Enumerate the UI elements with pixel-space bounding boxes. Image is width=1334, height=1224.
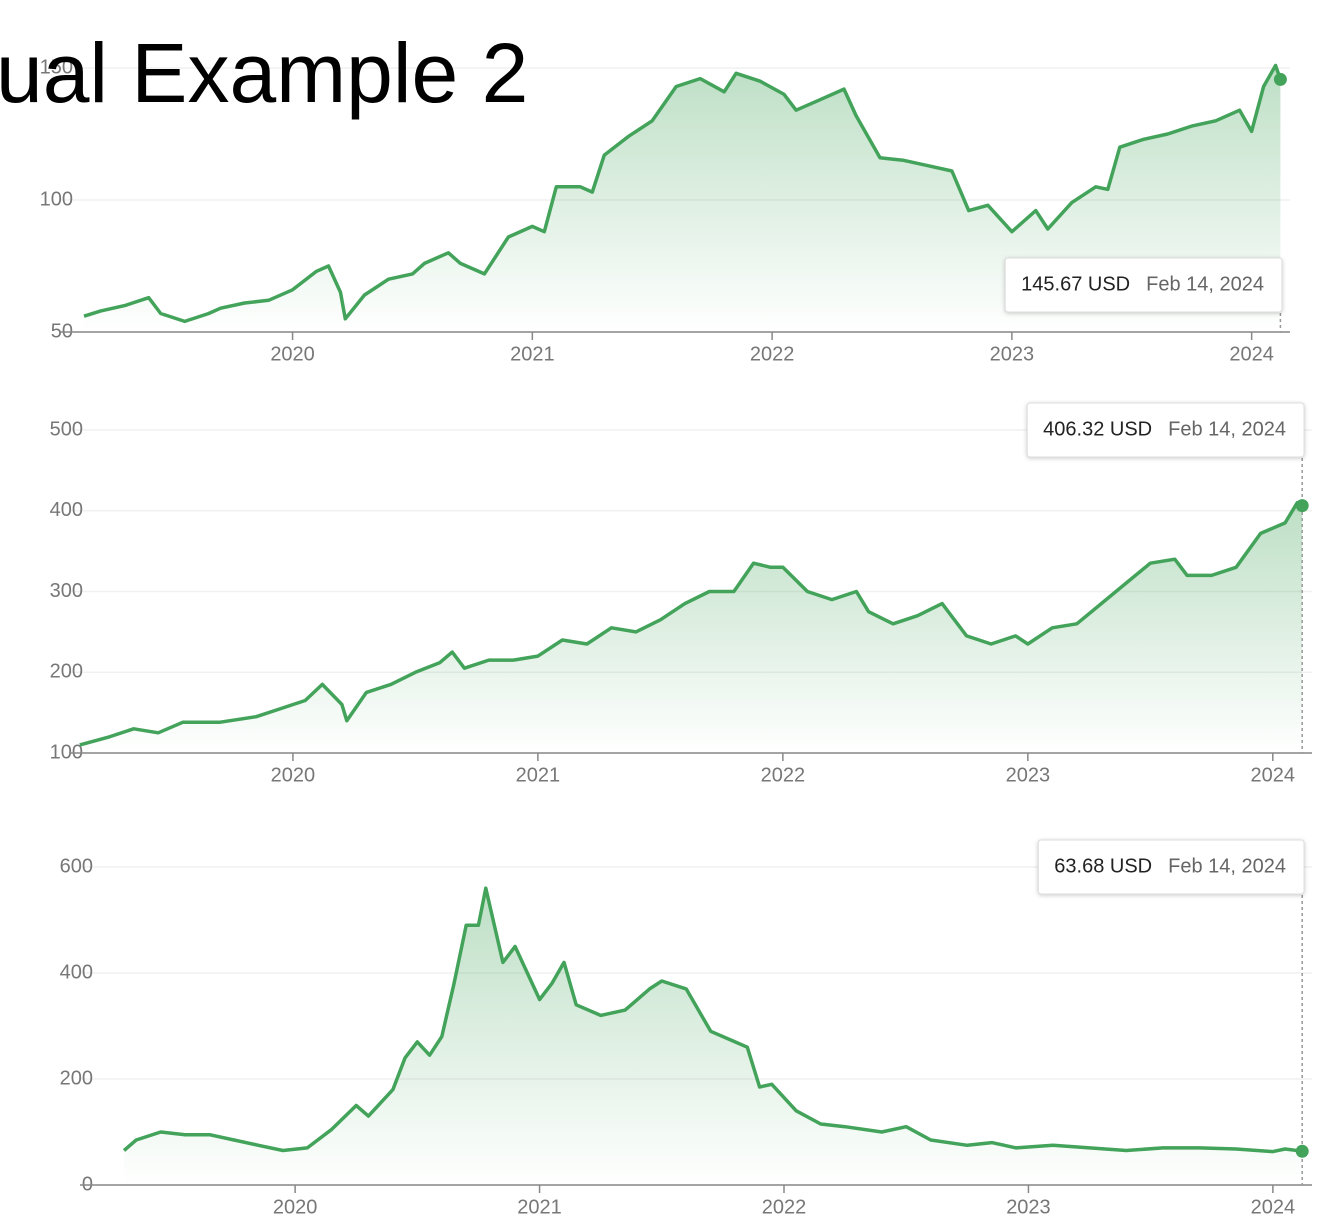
area — [83, 65, 1281, 333]
x-tick-label: 2020 — [271, 764, 316, 786]
y-tick-label: 400 — [50, 499, 83, 521]
y-tick-label: 150 — [40, 56, 73, 78]
y-tick-label: 200 — [50, 661, 83, 683]
x-tick-label: 2022 — [750, 343, 795, 365]
x-tick-label: 2024 — [1229, 343, 1274, 365]
x-tick-label: 2022 — [762, 1196, 807, 1218]
x-tick-label: 2023 — [990, 343, 1035, 365]
tooltip: 63.68 USD Feb 14, 2024 — [1037, 839, 1305, 895]
x-tick-label: 2022 — [761, 764, 806, 786]
last-point — [1295, 1144, 1309, 1158]
y-tick-label: 600 — [60, 855, 93, 877]
x-tick-label: 2020 — [273, 1196, 318, 1218]
x-tick-label: 2021 — [517, 1196, 562, 1218]
y-tick-label: 400 — [60, 961, 93, 983]
tooltip-price: 63.68 USD — [1054, 855, 1152, 877]
price-line — [83, 63, 1283, 324]
tooltip: 406.32 USD Feb 14, 2024 — [1026, 402, 1305, 458]
x-tick-label: 2023 — [1006, 764, 1051, 786]
tooltip-box — [1004, 257, 1283, 313]
tooltip-box — [1037, 839, 1305, 895]
price-line — [79, 500, 1304, 747]
x-tick-label: 2020 — [270, 343, 315, 365]
tooltip-date: Feb 14, 2024 — [1168, 418, 1286, 440]
tooltip-date: Feb 14, 2024 — [1146, 273, 1264, 295]
area — [124, 888, 1303, 1185]
x-tick-label: 2021 — [510, 343, 555, 365]
slide-title: ual Example 2 — [0, 26, 528, 120]
x-tick-label: 2023 — [1006, 1196, 1051, 1218]
y-tick-label: 300 — [50, 580, 83, 602]
tooltip-date: Feb 14, 2024 — [1168, 855, 1286, 877]
tooltip: 145.67 USD Feb 14, 2024 — [1004, 257, 1283, 313]
tooltip-price: 406.32 USD — [1043, 418, 1152, 440]
y-tick-label: 200 — [60, 1067, 93, 1089]
last-point — [1273, 72, 1287, 86]
x-tick-label: 2024 — [1251, 764, 1296, 786]
y-tick-label: 500 — [50, 418, 83, 440]
area — [79, 502, 1303, 753]
tooltip-price: 145.67 USD — [1021, 273, 1130, 295]
y-tick-label: 100 — [40, 188, 73, 210]
tooltip-box — [1026, 402, 1305, 458]
price-line — [122, 886, 1303, 1154]
y-tick-label: 100 — [50, 741, 83, 763]
x-tick-label: 2024 — [1251, 1196, 1296, 1218]
last-point — [1295, 499, 1309, 513]
x-tick-label: 2021 — [516, 764, 561, 786]
